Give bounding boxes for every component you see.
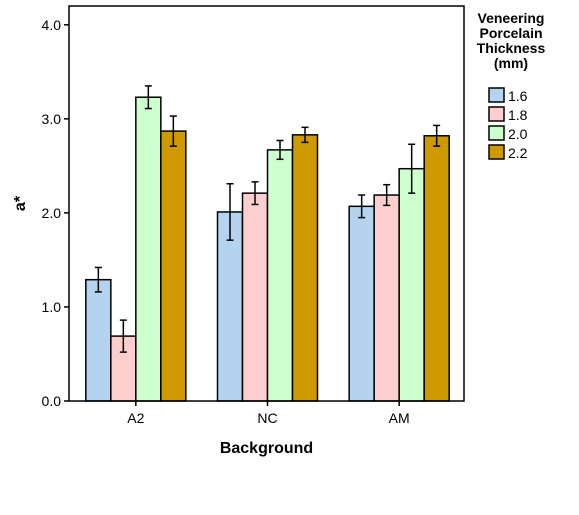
bar-A2-1.6 [85, 278, 112, 402]
error-bar-NC-2.0 [276, 139, 284, 161]
legend-swatch [488, 144, 505, 160]
bar-AM-1.8 [373, 194, 400, 402]
legend-label: 2.2 [508, 145, 528, 161]
bar-NC-1.8 [241, 192, 269, 402]
y-tick-label: 0.0 [42, 393, 62, 409]
error-bar-A2-2.0 [144, 85, 152, 110]
bar-AM-2.2 [423, 135, 450, 402]
legend-item-1.6: 1.6 [488, 87, 528, 104]
bar-NC-2.0 [266, 149, 294, 402]
y-tick-label: 1.0 [42, 299, 62, 315]
error-bar-A2-1.8 [119, 319, 127, 353]
legend-title-line: Thickness [477, 40, 546, 56]
error-bar-NC-1.8 [251, 181, 259, 206]
error-bar-NC-1.6 [226, 183, 234, 241]
bar-A2-2.2 [160, 130, 187, 402]
bar-NC-2.2 [291, 134, 319, 402]
x-axis-title: Background [220, 440, 313, 457]
x-axis: A2 NC AM [127, 401, 410, 426]
x-tick-label: A2 [127, 410, 144, 426]
bar-AM-2.0 [398, 167, 425, 402]
error-bar-AM-1.8 [383, 183, 391, 207]
y-axis-title: a* [12, 195, 29, 211]
legend-item-2.2: 2.2 [488, 144, 528, 161]
legend-item-1.8: 1.8 [488, 106, 528, 123]
y-tick-label: 2.0 [42, 205, 62, 221]
legend-item-2.0: 2.0 [488, 125, 528, 142]
x-tick-label: AM [389, 410, 410, 426]
legend-label: 1.6 [508, 88, 528, 104]
y-axis: 0.0 1.0 2.0 3.0 4.0 [42, 17, 69, 409]
bar-A2-2.0 [135, 96, 162, 402]
error-bar-NC-2.2 [301, 126, 309, 144]
legend-swatch [488, 125, 505, 141]
error-bar-A2-2.2 [169, 115, 177, 147]
plot-area [68, 5, 465, 402]
legend-title-line: Porcelain [479, 25, 542, 41]
legend-swatch [488, 106, 505, 122]
legend-title-line: Veneering [478, 10, 545, 26]
legend-title-line: (mm) [494, 55, 528, 71]
x-tick-label: NC [257, 410, 277, 426]
error-bar-AM-2.2 [433, 124, 441, 147]
legend-label: 2.0 [508, 126, 528, 142]
legend-label: 1.8 [508, 107, 528, 123]
plot-frame [68, 5, 465, 402]
error-bar-AM-1.6 [358, 194, 366, 219]
error-bar-AM-2.0 [408, 143, 416, 194]
error-bar-A2-1.6 [94, 266, 102, 293]
y-tick-label: 3.0 [42, 111, 62, 127]
y-tick-label: 4.0 [42, 17, 62, 33]
bar-AM-1.6 [348, 205, 375, 402]
legend-swatch [488, 87, 505, 103]
